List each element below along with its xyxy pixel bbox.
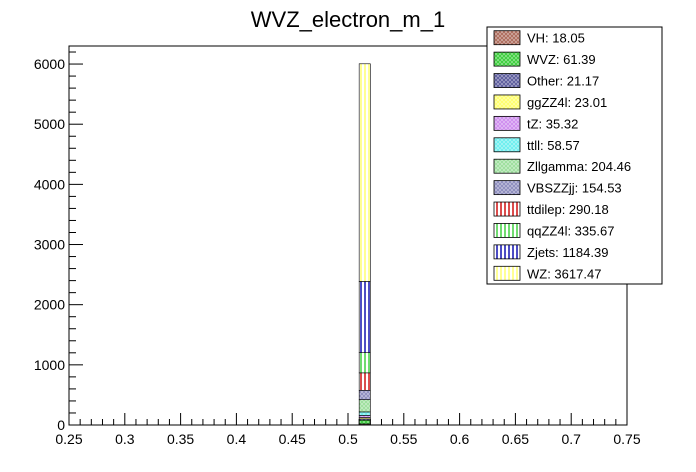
legend-swatch-other bbox=[493, 73, 521, 88]
legend-entry-zllgamma: Zllgamma: 204.46 bbox=[527, 159, 631, 174]
legend-swatch-vbszzjj bbox=[493, 180, 521, 196]
legend-swatch-zjets bbox=[493, 244, 521, 260]
x-axis: 0.25 0.3 0.35 0.4 0.45 0.5 0.55 0.6 0.65 0.7 0.75 bbox=[55, 413, 641, 447]
x-tick-label: 0.6 bbox=[450, 431, 470, 447]
legend-swatch-qqzz4l bbox=[493, 223, 521, 238]
legend-entry-ttdilep: ttdilep: 290.18 bbox=[527, 202, 609, 217]
x-tick-label: 0.3 bbox=[115, 431, 135, 447]
bar-ttll bbox=[358, 411, 371, 416]
bar-tz bbox=[358, 415, 371, 418]
legend-entry-tz: tZ: 35.32 bbox=[527, 116, 578, 131]
chart-title: WVZ_electron_m_1 bbox=[251, 7, 445, 32]
legend-swatch-wz bbox=[493, 265, 521, 281]
legend-swatch-tz bbox=[493, 115, 521, 131]
x-tick-label: 0.25 bbox=[55, 431, 82, 447]
legend-swatch-wvz bbox=[493, 51, 521, 67]
legend-entry-zjets: Zjets: 1184.39 bbox=[527, 245, 608, 260]
y-tick-label: 5000 bbox=[34, 116, 65, 132]
bar-zjets bbox=[358, 281, 371, 353]
legend-entry-ttll: ttll: 58.57 bbox=[527, 138, 580, 153]
y-tick-label: 2000 bbox=[34, 297, 65, 313]
legend-swatch-ttdilep bbox=[493, 201, 521, 217]
x-tick-label: 0.4 bbox=[227, 431, 247, 447]
legend-entry-ggzz4l: ggZZ4l: 23.01 bbox=[527, 95, 607, 110]
x-tick-label: 0.5 bbox=[338, 431, 358, 447]
x-tick-label: 0.55 bbox=[390, 431, 417, 447]
x-tick-label: 0.45 bbox=[279, 431, 306, 447]
legend-swatch-vh bbox=[493, 30, 521, 46]
bar-wvz bbox=[358, 419, 371, 425]
y-tick-label: 4000 bbox=[34, 176, 65, 192]
bar-zllgamma bbox=[358, 399, 371, 413]
bar-ttdilep bbox=[358, 372, 371, 391]
y-tick-label: 3000 bbox=[34, 237, 65, 253]
x-tick-label: 0.7 bbox=[561, 431, 581, 447]
legend-swatch-zllgamma bbox=[493, 158, 521, 174]
legend-entry-vbszzjj: VBSZZjj: 154.53 bbox=[527, 181, 622, 196]
y-tick-label: 0 bbox=[57, 417, 65, 433]
bar-vbszzjj bbox=[358, 390, 371, 400]
legend-entry-wz: WZ: 3617.47 bbox=[527, 266, 601, 281]
legend-entry-wvz: WVZ: 61.39 bbox=[527, 52, 596, 67]
legend-swatch-ggzz4l bbox=[493, 94, 521, 110]
x-tick-label: 0.65 bbox=[502, 431, 529, 447]
y-tick-label: 6000 bbox=[34, 56, 65, 72]
y-axis: 0 1000 2000 3000 4000 5000 6000 bbox=[34, 51, 83, 433]
x-tick-label: 0.35 bbox=[167, 431, 194, 447]
legend-entry-qqzz4l: qqZZ4l: 335.67 bbox=[527, 223, 614, 238]
bar-stack bbox=[358, 63, 371, 426]
legend-box bbox=[486, 26, 663, 285]
legend-swatch-ttll bbox=[493, 137, 521, 153]
bar-wz bbox=[358, 63, 371, 282]
legend-entry-other: Other: 21.17 bbox=[527, 74, 599, 89]
x-tick-label: 0.75 bbox=[613, 431, 640, 447]
legend: VH: 18.05 WVZ: 61.39 Other: 21.17 ggZZ4l: 2… bbox=[486, 26, 663, 285]
bar-qqzz4l bbox=[358, 352, 371, 374]
y-tick-label: 1000 bbox=[34, 357, 65, 373]
legend-entry-vh: VH: 18.05 bbox=[527, 31, 585, 46]
